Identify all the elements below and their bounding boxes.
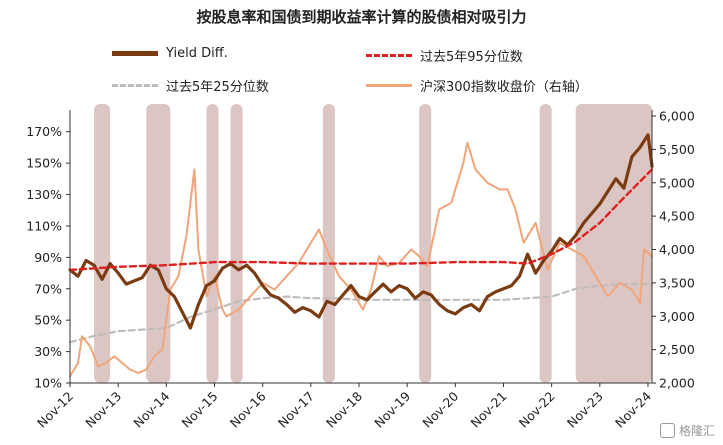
y-left-tick-label-7: 150% bbox=[26, 156, 62, 171]
x-tick-label-11: Nov-23 bbox=[564, 389, 606, 431]
shaded-period-4 bbox=[322, 104, 335, 383]
y-left-tick-label-6: 130% bbox=[26, 187, 62, 202]
x-tick-label-3: Nov-15 bbox=[179, 389, 221, 431]
x-tick-label-7: Nov-19 bbox=[371, 388, 413, 430]
watermark-logo-icon bbox=[659, 423, 675, 438]
shaded-period-5 bbox=[419, 104, 432, 383]
legend-csi300-label: 沪深300指数收盘价（右轴） bbox=[420, 80, 588, 95]
y-left-tick-label-4: 90% bbox=[34, 250, 62, 265]
y-left-tick-label-5: 110% bbox=[26, 218, 62, 233]
legend-yield-diff-label: Yield Diff. bbox=[166, 46, 228, 61]
y-left-tick-label-3: 70% bbox=[34, 281, 62, 296]
y-left-tick-label-2: 50% bbox=[34, 313, 62, 328]
y-left-tick-label-0: 10% bbox=[34, 376, 62, 391]
y-right-tick-label-3: 3,500 bbox=[659, 275, 695, 290]
shaded-period-6 bbox=[539, 104, 552, 383]
chart-title: 按股息率和国债到期收益率计算的股债相对吸引力 bbox=[196, 8, 527, 26]
x-tick-label-5: Nov-17 bbox=[275, 389, 317, 431]
legend-p95-label: 过去5年95分位数 bbox=[420, 50, 523, 65]
series-line-p25 bbox=[68, 283, 654, 344]
x-tick-label-1: Nov-13 bbox=[82, 389, 124, 431]
x-tick-label-12: Nov-24 bbox=[612, 388, 654, 430]
legend-csi300-swatch bbox=[366, 84, 412, 87]
x-tick-label-0: Nov-12 bbox=[34, 389, 76, 431]
x-tick-label-8: Nov-20 bbox=[419, 388, 461, 430]
legend-p25-swatch bbox=[112, 84, 158, 87]
series-lines bbox=[68, 133, 654, 378]
y-right-tick-label-5: 4,500 bbox=[659, 209, 695, 224]
legend-yield-diff-swatch bbox=[112, 51, 158, 56]
x-tick-label-10: Nov-22 bbox=[516, 389, 558, 431]
x-tick-label-6: Nov-18 bbox=[323, 388, 365, 430]
series-line-p95 bbox=[68, 168, 654, 272]
y-right-tick-label-2: 3,000 bbox=[659, 309, 695, 324]
shaded-period-0 bbox=[94, 104, 111, 383]
y-right-tick-label-8: 6,000 bbox=[659, 109, 695, 124]
watermark: 格隆汇 bbox=[659, 422, 715, 439]
shaded-period-3 bbox=[230, 104, 243, 383]
series-line-yield-diff bbox=[68, 133, 654, 330]
watermark-text: 格隆汇 bbox=[678, 424, 715, 438]
y-right-tick-label-4: 4,000 bbox=[659, 242, 695, 257]
series-line-csi300 bbox=[69, 141, 653, 378]
y-right-tick-label-0: 2,000 bbox=[659, 376, 695, 391]
shaded-periods bbox=[94, 104, 652, 383]
y-left-tick-label-1: 30% bbox=[34, 344, 62, 359]
legend-p25-label: 过去5年25分位数 bbox=[166, 80, 269, 95]
y-right-tick-label-7: 5,500 bbox=[659, 142, 695, 157]
legend-csi300: 沪深300指数收盘价（右轴） bbox=[366, 76, 588, 95]
x-tick-label-4: Nov-16 bbox=[227, 388, 269, 430]
legend-p95: 过去5年95分位数 bbox=[366, 46, 523, 65]
x-tick-label-2: Nov-14 bbox=[130, 388, 172, 430]
y-left-tick-label-8: 170% bbox=[26, 124, 62, 139]
y-right-tick-label-1: 2,500 bbox=[659, 342, 695, 357]
legend-yield-diff: Yield Diff. bbox=[112, 46, 228, 61]
legend-p25: 过去5年25分位数 bbox=[112, 76, 269, 95]
x-tick-label-9: Nov-21 bbox=[468, 389, 510, 431]
shaded-period-1 bbox=[146, 104, 171, 383]
legend-p95-swatch bbox=[366, 54, 412, 57]
shaded-period-2 bbox=[206, 104, 219, 383]
y-right-tick-label-6: 5,000 bbox=[659, 175, 695, 190]
shaded-period-7 bbox=[575, 104, 652, 383]
